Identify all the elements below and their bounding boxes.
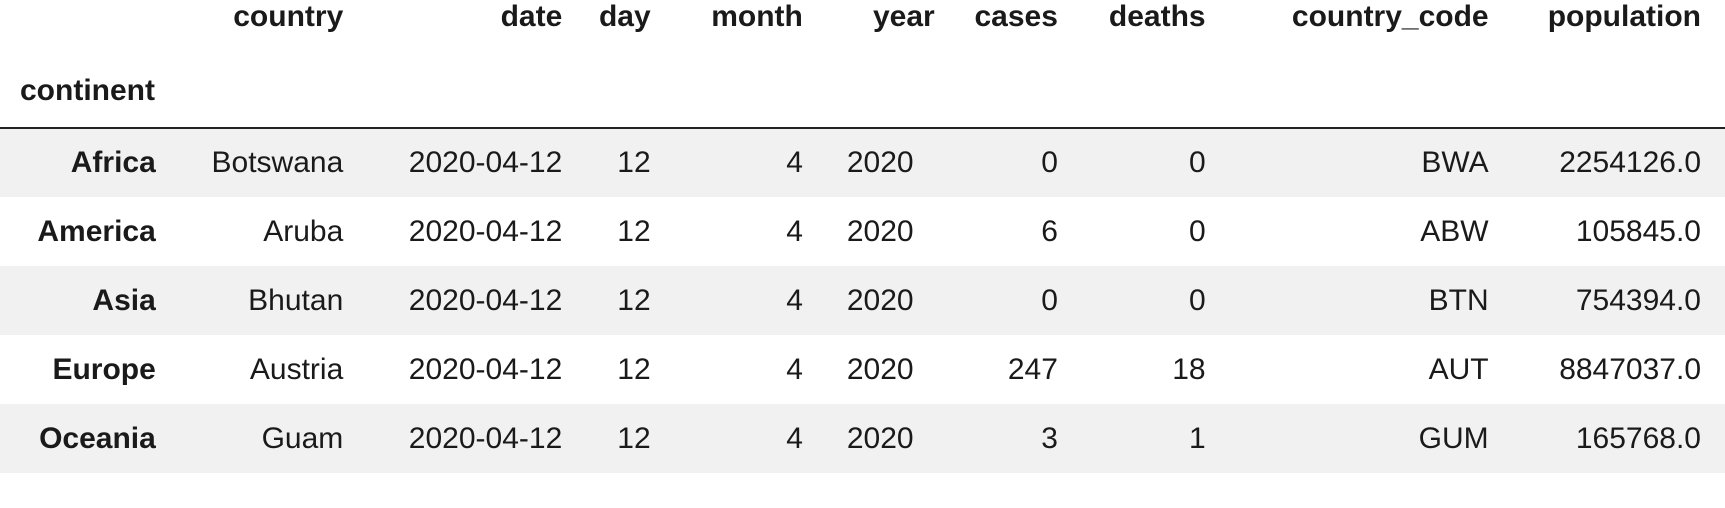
dataframe-table: country date day month year cases deaths… bbox=[0, 0, 1725, 473]
table-row: Asia Bhutan 2020-04-12 12 4 2020 0 0 BTN… bbox=[0, 266, 1725, 335]
cell-date: 2020-04-12 bbox=[408, 146, 563, 179]
table-header: country date day month year cases deaths… bbox=[0, 0, 1725, 128]
cell-date: 2020-04-12 bbox=[408, 352, 563, 386]
cell-year: 2020 bbox=[846, 352, 914, 386]
column-header-date: date bbox=[500, 0, 563, 33]
column-header-year: year bbox=[872, 0, 935, 33]
cell-population: 754394.0 bbox=[1575, 283, 1701, 317]
cell-country-code: ABW bbox=[1420, 214, 1489, 248]
cell-date: 2020-04-12 bbox=[408, 421, 563, 455]
cell-year: 2020 bbox=[846, 421, 914, 455]
cell-deaths: 0 bbox=[1188, 214, 1206, 248]
cell-cases: 0 bbox=[1041, 146, 1058, 179]
row-index-label: Oceania bbox=[39, 421, 156, 455]
column-header-blank bbox=[0, 0, 180, 40]
cell-country: Austria bbox=[249, 352, 344, 386]
cell-day: 12 bbox=[617, 283, 651, 317]
cell-year: 2020 bbox=[846, 214, 914, 248]
cell-day: 12 bbox=[617, 146, 651, 179]
cell-country: Aruba bbox=[263, 214, 344, 248]
column-header-month: month bbox=[711, 0, 803, 33]
cell-date: 2020-04-12 bbox=[408, 214, 563, 248]
cell-country-code: BTN bbox=[1428, 283, 1489, 317]
table-row: Africa Botswana 2020-04-12 12 4 2020 0 0… bbox=[0, 128, 1725, 197]
cell-population: 8847037.0 bbox=[1559, 352, 1701, 386]
cell-country-code: GUM bbox=[1418, 421, 1489, 455]
column-header-country-code: country_code bbox=[1291, 0, 1489, 33]
cell-cases: 6 bbox=[1041, 214, 1058, 248]
cell-cases: 0 bbox=[1041, 283, 1058, 317]
cell-cases: 247 bbox=[1007, 352, 1058, 386]
cell-year: 2020 bbox=[846, 146, 914, 179]
cell-country: Guam bbox=[261, 421, 344, 455]
cell-country-code: BWA bbox=[1421, 146, 1489, 179]
column-header-row: country date day month year cases deaths… bbox=[0, 0, 1725, 40]
column-header-deaths: deaths bbox=[1108, 0, 1206, 33]
column-header-day: day bbox=[598, 0, 651, 33]
row-index-label: Africa bbox=[70, 146, 156, 179]
cell-deaths: 0 bbox=[1188, 283, 1206, 317]
table-body: Africa Botswana 2020-04-12 12 4 2020 0 0… bbox=[0, 128, 1725, 473]
index-name: continent bbox=[20, 74, 155, 107]
cell-month: 4 bbox=[786, 421, 803, 455]
row-index-label: Europe bbox=[52, 352, 156, 386]
table-row: America Aruba 2020-04-12 12 4 2020 6 0 A… bbox=[0, 197, 1725, 266]
cell-month: 4 bbox=[786, 352, 803, 386]
cell-country: Bhutan bbox=[248, 283, 344, 317]
cell-deaths: 0 bbox=[1188, 146, 1206, 179]
cell-month: 4 bbox=[786, 283, 803, 317]
cell-day: 12 bbox=[617, 421, 651, 455]
cell-month: 4 bbox=[786, 146, 803, 179]
cell-year: 2020 bbox=[846, 283, 914, 317]
cell-deaths: 1 bbox=[1188, 421, 1206, 455]
column-header-country: country bbox=[233, 0, 344, 33]
cell-population: 2254126.0 bbox=[1559, 146, 1701, 179]
cell-country: Botswana bbox=[211, 146, 344, 179]
cell-day: 12 bbox=[617, 214, 651, 248]
table-row: Europe Austria 2020-04-12 12 4 2020 247 … bbox=[0, 335, 1725, 404]
cell-country-code: AUT bbox=[1428, 352, 1489, 386]
column-header-cases: cases bbox=[974, 0, 1058, 33]
cell-population: 165768.0 bbox=[1575, 421, 1701, 455]
cell-day: 12 bbox=[617, 352, 651, 386]
cell-cases: 3 bbox=[1041, 421, 1058, 455]
column-header-population: population bbox=[1547, 0, 1701, 33]
table-row: Oceania Guam 2020-04-12 12 4 2020 3 1 GU… bbox=[0, 404, 1725, 473]
index-name-row: continent bbox=[0, 40, 1725, 128]
cell-deaths: 18 bbox=[1172, 352, 1206, 386]
row-index-label: Asia bbox=[92, 283, 156, 317]
cell-month: 4 bbox=[786, 214, 803, 248]
cell-population: 105845.0 bbox=[1575, 214, 1701, 248]
cell-date: 2020-04-12 bbox=[408, 283, 563, 317]
row-index-label: America bbox=[37, 214, 156, 248]
